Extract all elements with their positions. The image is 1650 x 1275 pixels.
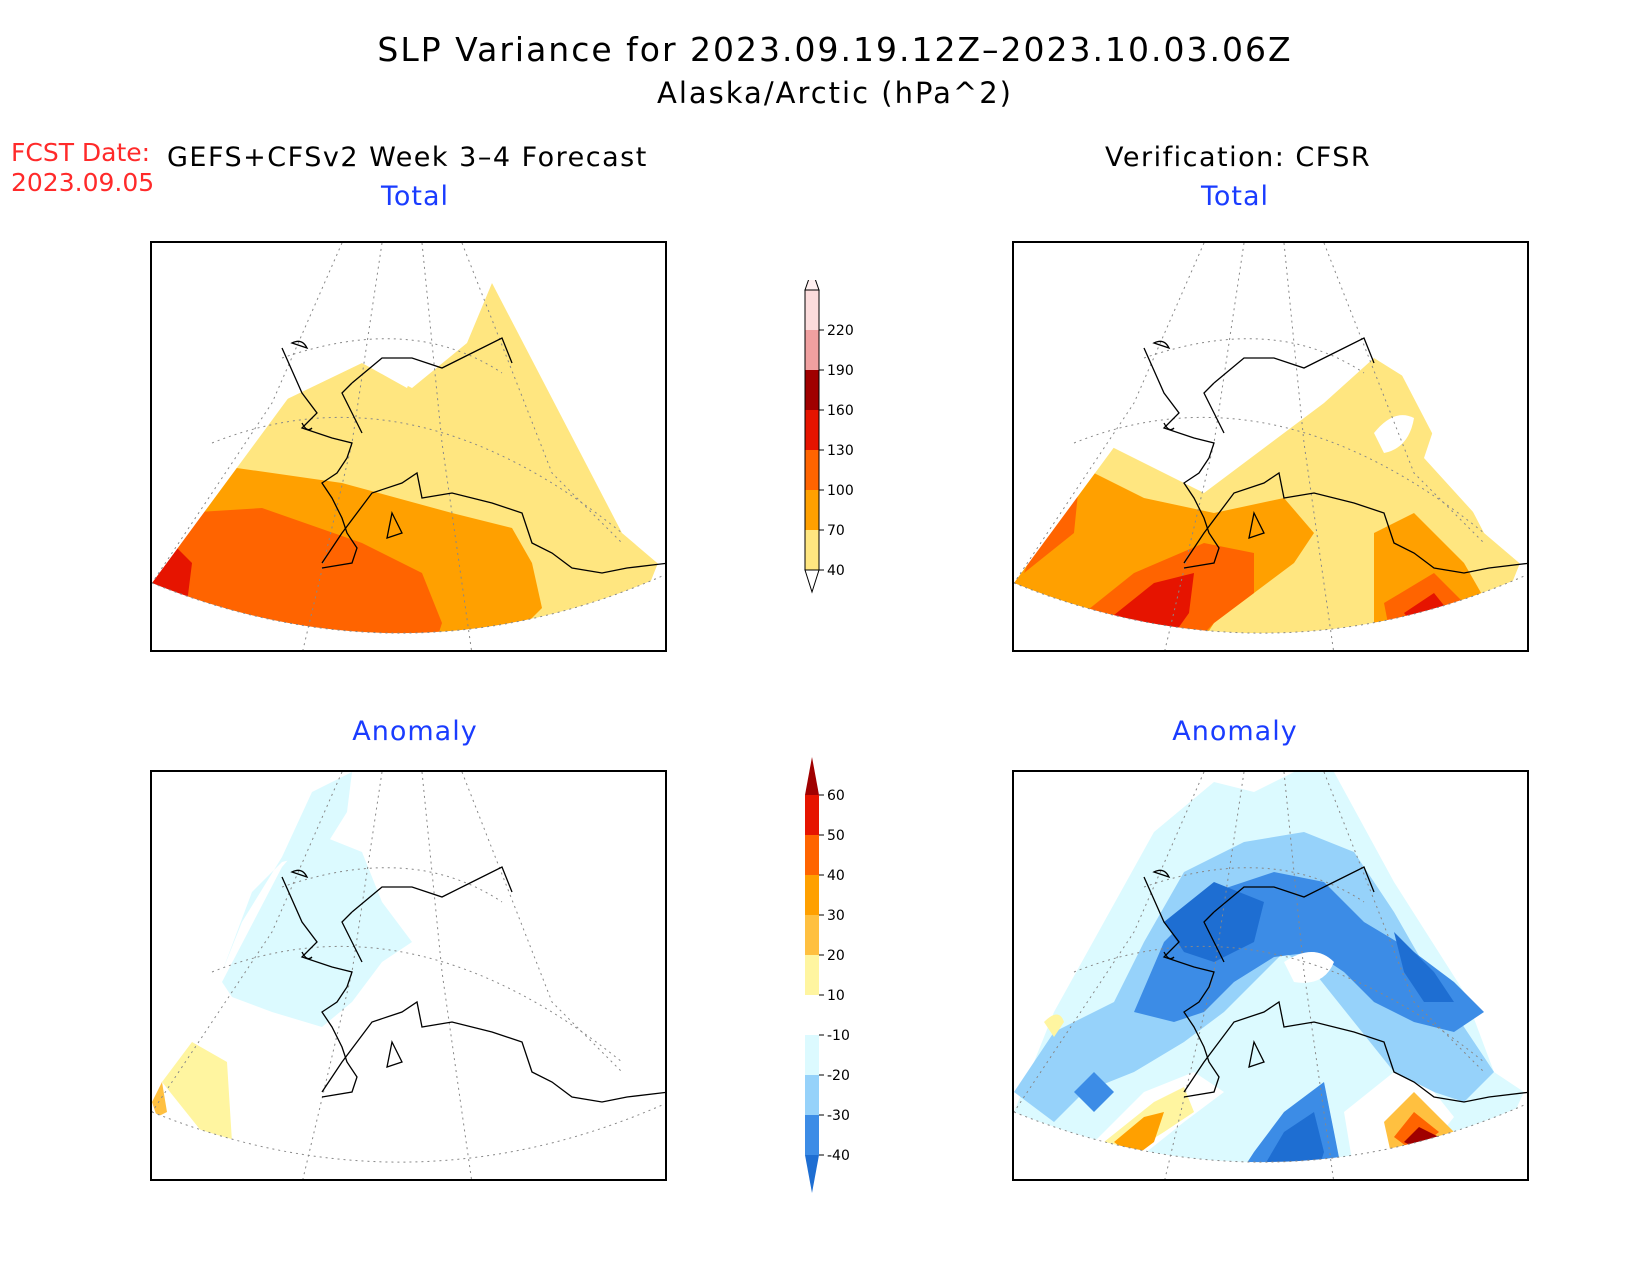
- fcst-total-title: Total: [380, 181, 450, 212]
- colorbar-anomaly-box: [805, 835, 819, 875]
- verif-total-graticule: [1014, 243, 1527, 650]
- colorbar-anomaly: 60 50 40 30 20 10 -10 -20 -30 -40: [805, 757, 850, 1193]
- colorbar-total-box: [805, 490, 819, 530]
- colorbar-anomaly-box: [805, 955, 819, 995]
- colorbar-total-labels: 40 70 100 130 160 190 220: [819, 323, 854, 579]
- colorbar-anomaly-max-triangle: [805, 757, 819, 795]
- colorbar-total-box: [805, 450, 819, 490]
- colorbar-total-box: [805, 370, 819, 410]
- colorbar-total-label: 70: [827, 523, 845, 539]
- colorbar-anomaly-label: 10: [827, 988, 845, 1004]
- colorbar-total-label: 130: [827, 443, 854, 459]
- fcst-anomaly-fill: [152, 772, 412, 1142]
- fcst-total-coastline: [281, 337, 665, 574]
- colorbar-anomaly-min-triangle: [805, 1155, 819, 1193]
- colorbar-total-box: [805, 410, 819, 450]
- colorbar-anomaly-label: 30: [827, 908, 845, 924]
- fcst-anomaly-title: Anomaly: [352, 716, 478, 747]
- fcst-total-outline: [152, 243, 665, 650]
- fcst-anomaly-coastline: [281, 866, 665, 1103]
- colorbar-anomaly-box: [805, 995, 819, 1035]
- verif-total-outline: [1014, 243, 1527, 650]
- fcst-date-value: 2023.09.05: [11, 168, 155, 197]
- verif-total-coastline: [1143, 337, 1527, 574]
- colorbar-total-box: [805, 530, 819, 570]
- colorbar-anomaly-box: [805, 1115, 819, 1155]
- verif-anomaly-coastline: [1143, 866, 1527, 1103]
- fcst-anomaly-outline: [152, 1103, 665, 1179]
- colorbar-anomaly-label: 50: [827, 828, 845, 844]
- colorbar-anomaly-labels: 60 50 40 30 20 10 -10 -20 -30 -40: [819, 788, 850, 1164]
- colorbar-anomaly-boxes: [805, 757, 819, 1193]
- colorbar-anomaly-label: -20: [827, 1068, 850, 1084]
- colorbar-anomaly-label: 20: [827, 948, 845, 964]
- colorbar-anomaly-box: [805, 1035, 819, 1075]
- fcst-anomaly-graticule: [152, 772, 665, 1179]
- colorbar-anomaly-label: -30: [827, 1108, 850, 1124]
- colorbar-total-box: [805, 290, 819, 330]
- colorbar-anomaly-box: [805, 875, 819, 915]
- verif-anomaly-graticule: [1014, 772, 1527, 1179]
- verif-anomaly-outline: [1014, 1103, 1527, 1179]
- fcst-total-map: [150, 241, 667, 652]
- fcst-total-graticule: [152, 243, 665, 650]
- verif-total-title: Total: [1200, 181, 1270, 212]
- colorbar-total-boxes: [804, 280, 820, 594]
- fcst-date-label: FCST Date:: [11, 138, 151, 167]
- verif-anomaly-fill: [1014, 772, 1524, 1179]
- verif-anomaly-map: [1012, 770, 1529, 1181]
- colorbar-total-min-triangle: [804, 569, 820, 594]
- forecast-heading: GEFS+CFSv2 Week 3–4 Forecast: [167, 142, 648, 173]
- verification-heading: Verification: CFSR: [1105, 142, 1372, 173]
- colorbar-total-label: 220: [827, 323, 854, 339]
- colorbar-anomaly-box: [805, 1075, 819, 1115]
- fcst-total-fill: [152, 283, 662, 650]
- verif-anomaly-title: Anomaly: [1172, 716, 1298, 747]
- colorbar-total-label: 160: [827, 403, 854, 419]
- colorbar-total-box: [805, 330, 819, 370]
- fcst-anomaly-map: [150, 770, 667, 1181]
- colorbar-anomaly-label: -10: [827, 1028, 850, 1044]
- colorbar-total-frame: [804, 289, 820, 571]
- colorbar-anomaly-label: 60: [827, 788, 845, 804]
- colorbar-anomaly-label: -40: [827, 1148, 850, 1164]
- colorbar-total: 40 70 100 130 160 190 220: [804, 280, 854, 594]
- verif-total-map: [1012, 241, 1529, 652]
- colorbar-total-max-triangle: [804, 280, 820, 291]
- figure-title: SLP Variance for 2023.09.19.12Z–2023.10.…: [377, 30, 1293, 69]
- colorbar-anomaly-box: [805, 795, 819, 835]
- figure-subtitle: Alaska/Arctic (hPa^2): [657, 76, 1013, 110]
- colorbar-total-label: 40: [827, 563, 845, 579]
- colorbar-total-label: 190: [827, 363, 854, 379]
- colorbar-total-label: 100: [827, 483, 854, 499]
- colorbar-anomaly-box: [805, 915, 819, 955]
- colorbar-anomaly-label: 40: [827, 868, 845, 884]
